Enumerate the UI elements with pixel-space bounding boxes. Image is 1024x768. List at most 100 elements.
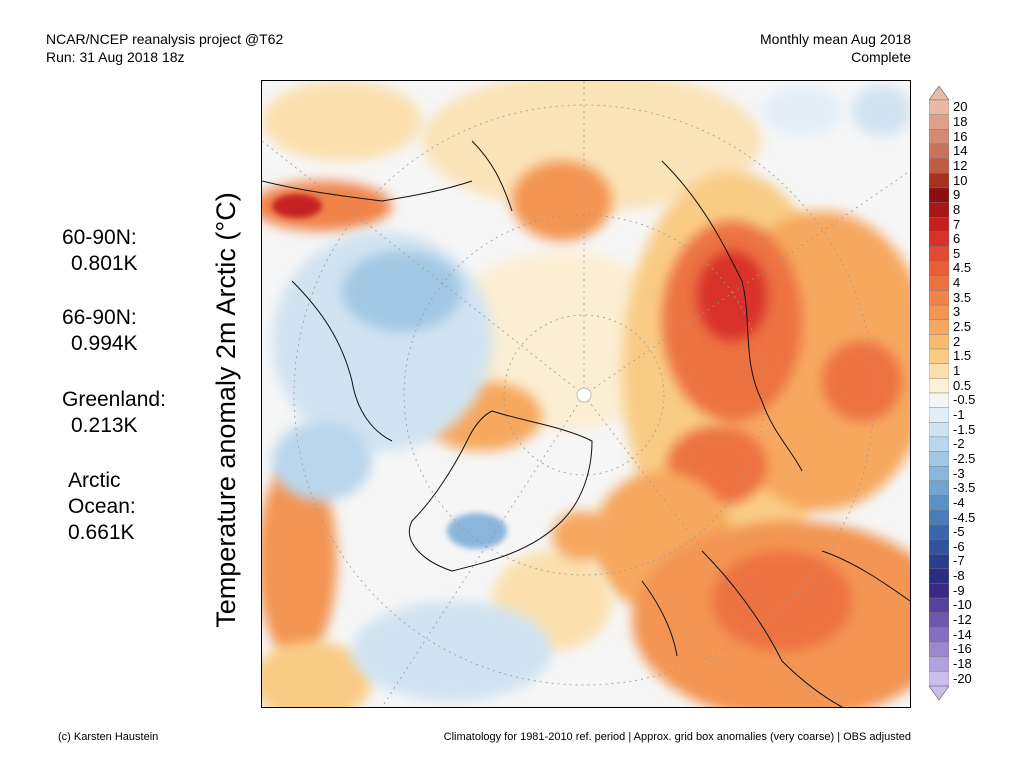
colorbar-label: -6	[953, 538, 965, 554]
colorbar-cell	[929, 275, 949, 291]
colorbar-label: -0.5	[953, 392, 976, 408]
colorbar-label: 0.5	[953, 377, 972, 393]
colorbar-cell	[929, 319, 949, 335]
colorbar-label: -10	[953, 597, 972, 613]
colorbar-label: -3.5	[953, 480, 976, 496]
stat-label: Arctic	[68, 469, 121, 492]
stat-value: 0.661K	[68, 521, 135, 544]
colorbar-label: 4	[953, 275, 961, 291]
colorbar-label: 6	[953, 231, 961, 247]
stat-label: Greenland:	[62, 388, 166, 411]
anomaly-field	[262, 81, 910, 707]
colorbar-cell	[929, 231, 949, 247]
colorbar-label: 18	[953, 113, 968, 129]
colorbar-label: 16	[953, 128, 968, 144]
stat-value: 0.801K	[71, 252, 138, 275]
colorbar-label: -2.5	[953, 450, 976, 466]
credit-text: (c) Karsten Haustein	[58, 731, 159, 743]
colorbar-cell	[929, 480, 949, 496]
colorbar-cell	[929, 202, 949, 218]
colorbar	[929, 86, 949, 700]
colorbar-labels: 20 18 16 14 12 10 9 8 7 6 5 4.5 4 3.5 3 2.5 2 1.5 1 0.5 -0.5…	[953, 86, 1013, 700]
colorbar-cell	[929, 641, 949, 657]
graticule	[262, 81, 910, 707]
colorbar-label: 12	[953, 157, 968, 173]
colorbar-label: -4	[953, 494, 965, 510]
colorbar-cell	[929, 392, 949, 408]
colorbar-label: 9	[953, 187, 961, 203]
colorbar-label: 3	[953, 304, 961, 320]
stat-label: 66-90N:	[62, 306, 137, 329]
colorbar-cell	[929, 114, 949, 130]
colorbar-cell	[929, 524, 949, 540]
period-title: Monthly mean Aug 2018	[760, 31, 911, 47]
colorbar-label: -5	[953, 524, 965, 540]
colorbar-cell	[929, 583, 949, 599]
stat-arctic-ocean: Arctic Ocean: 0.661K	[68, 468, 136, 546]
colorbar-label: 7	[953, 216, 961, 232]
colorbar-cell	[929, 158, 949, 174]
colorbar-cell	[929, 422, 949, 438]
stat-label: 60-90N:	[62, 226, 137, 249]
colorbar-cell	[929, 129, 949, 145]
colorbar-label: 20	[953, 99, 968, 115]
colorbar-label: -4.5	[953, 509, 976, 525]
colorbar-cell	[929, 173, 949, 189]
stat-greenland: Greenland: 0.213K	[62, 387, 166, 439]
colorbar-cell	[929, 568, 949, 584]
colorbar-label: 14	[953, 143, 968, 159]
stat-66-90n: 66-90N: 0.994K	[62, 305, 138, 357]
coastlines	[262, 140, 910, 707]
colorbar-label: -9	[953, 582, 965, 598]
run-time: Run: 31 Aug 2018 18z	[46, 49, 185, 65]
colorbar-label: -3	[953, 465, 965, 481]
header-right: Monthly mean Aug 2018 Complete	[700, 30, 911, 66]
colorbar-label: -16	[953, 641, 972, 657]
stat-value: 0.994K	[71, 332, 138, 355]
arctic-anomaly-map	[261, 80, 911, 708]
colorbar-label: -2	[953, 436, 965, 452]
map-canvas	[262, 81, 910, 707]
colorbar-label: 1	[953, 363, 961, 379]
colorbar-label: -1.5	[953, 421, 976, 437]
colorbar-cell	[929, 334, 949, 350]
colorbar-cell	[929, 656, 949, 672]
stat-value: 0.213K	[71, 414, 138, 437]
colorbar-label: -7	[953, 553, 965, 569]
colorbar-label: 5	[953, 245, 961, 261]
colorbar-cell	[929, 187, 949, 203]
colorbar-label: 8	[953, 201, 961, 217]
colorbar-label: 3.5	[953, 289, 972, 305]
colorbar-cell	[929, 246, 949, 262]
colorbar-cell	[929, 378, 949, 394]
colorbar-cell	[929, 143, 949, 159]
colorbar-label: -1	[953, 406, 965, 422]
colorbar-cell	[929, 407, 949, 423]
colorbar-label: 10	[953, 172, 968, 188]
colorbar-cell	[929, 597, 949, 613]
model-title: NCAR/NCEP reanalysis project @T62	[46, 31, 284, 47]
colorbar-cell	[929, 671, 949, 687]
colorbar-cell	[929, 290, 949, 306]
status-text: Complete	[851, 49, 911, 65]
colorbar-label: -18	[953, 656, 972, 672]
stat-label-2: Ocean:	[68, 495, 136, 518]
colorbar-cell	[929, 363, 949, 379]
colorbar-label: 2	[953, 333, 961, 349]
colorbar-cell	[929, 260, 949, 276]
colorbar-cell	[929, 539, 949, 555]
colorbar-arrow-top	[929, 86, 949, 101]
colorbar-label: -14	[953, 626, 972, 642]
colorbar-cell	[929, 451, 949, 467]
colorbar-cell	[929, 510, 949, 526]
colorbar-cell	[929, 495, 949, 511]
header-left: NCAR/NCEP reanalysis project @T62 Run: 3…	[46, 30, 283, 66]
north-pole-marker	[576, 387, 592, 403]
colorbar-label: 2.5	[953, 319, 972, 335]
colorbar-label: 4.5	[953, 260, 972, 276]
colorbar-label: -8	[953, 568, 965, 584]
footnote-text: Climatology for 1981-2010 ref. period | …	[443, 731, 911, 743]
colorbar-cell	[929, 627, 949, 643]
colorbar-cell	[929, 99, 949, 115]
colorbar-arrow-bottom	[929, 685, 949, 700]
